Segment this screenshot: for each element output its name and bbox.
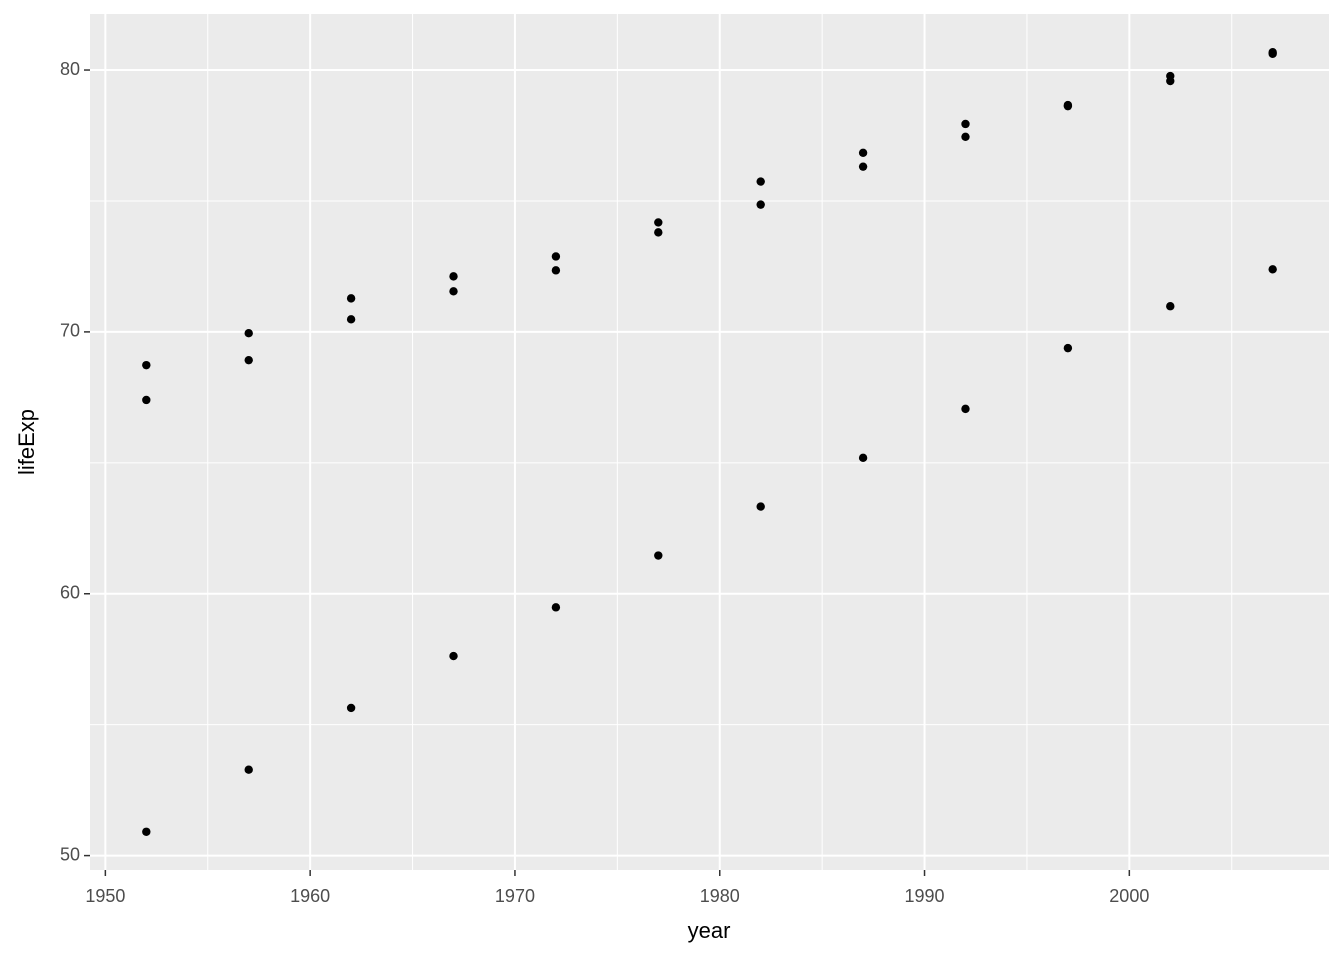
point (346, 315, 356, 324)
point (244, 328, 253, 338)
point (346, 294, 356, 303)
point (756, 177, 765, 186)
point (961, 119, 970, 129)
point (551, 252, 561, 261)
point (244, 355, 253, 365)
point (756, 502, 765, 511)
point (654, 228, 663, 237)
point (551, 603, 561, 612)
point (654, 551, 663, 560)
x-tick-label: 1960 (290, 886, 330, 906)
y-tick-label: 70 (60, 321, 80, 341)
x-tick-label: 1950 (85, 886, 125, 906)
point (142, 827, 151, 836)
x-tick-label: 1970 (495, 886, 535, 906)
y-tick-label: 60 (60, 582, 80, 602)
point (961, 132, 970, 142)
point (961, 404, 970, 414)
point (142, 395, 151, 405)
point (551, 266, 561, 275)
y-tick-label: 50 (60, 844, 80, 864)
point (858, 148, 868, 157)
point (449, 287, 458, 296)
x-tick-label: 2000 (1109, 886, 1149, 906)
point (346, 703, 356, 713)
point (654, 218, 663, 227)
point (1166, 302, 1175, 311)
point (244, 765, 253, 774)
point (858, 162, 868, 171)
point (142, 360, 151, 370)
x-axis-title: year (688, 918, 731, 943)
point (1166, 76, 1175, 86)
point (449, 272, 458, 281)
panel (90, 14, 1329, 870)
point (1268, 265, 1277, 274)
x-tick-label: 1980 (700, 886, 740, 906)
y-axis-title: lifeExp (14, 409, 39, 475)
y-tick-label: 80 (60, 59, 80, 79)
point (1268, 49, 1277, 59)
x-tick-label: 1990 (905, 886, 945, 906)
point (1063, 343, 1073, 353)
point (449, 651, 458, 661)
point (756, 200, 765, 209)
point (1063, 101, 1073, 111)
point (858, 453, 868, 463)
